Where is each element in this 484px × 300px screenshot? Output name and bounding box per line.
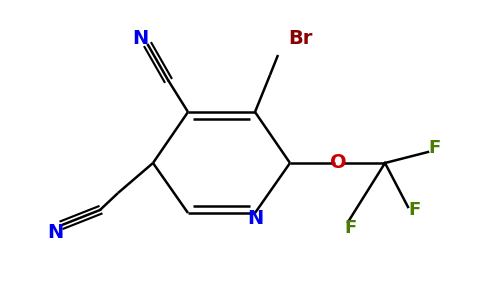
Text: F: F — [409, 201, 421, 219]
Text: F: F — [344, 219, 356, 237]
Text: O: O — [330, 154, 347, 172]
Text: F: F — [429, 139, 441, 157]
Text: N: N — [247, 208, 263, 227]
Text: N: N — [47, 223, 63, 242]
Text: Br: Br — [288, 28, 312, 47]
Text: N: N — [132, 28, 148, 47]
